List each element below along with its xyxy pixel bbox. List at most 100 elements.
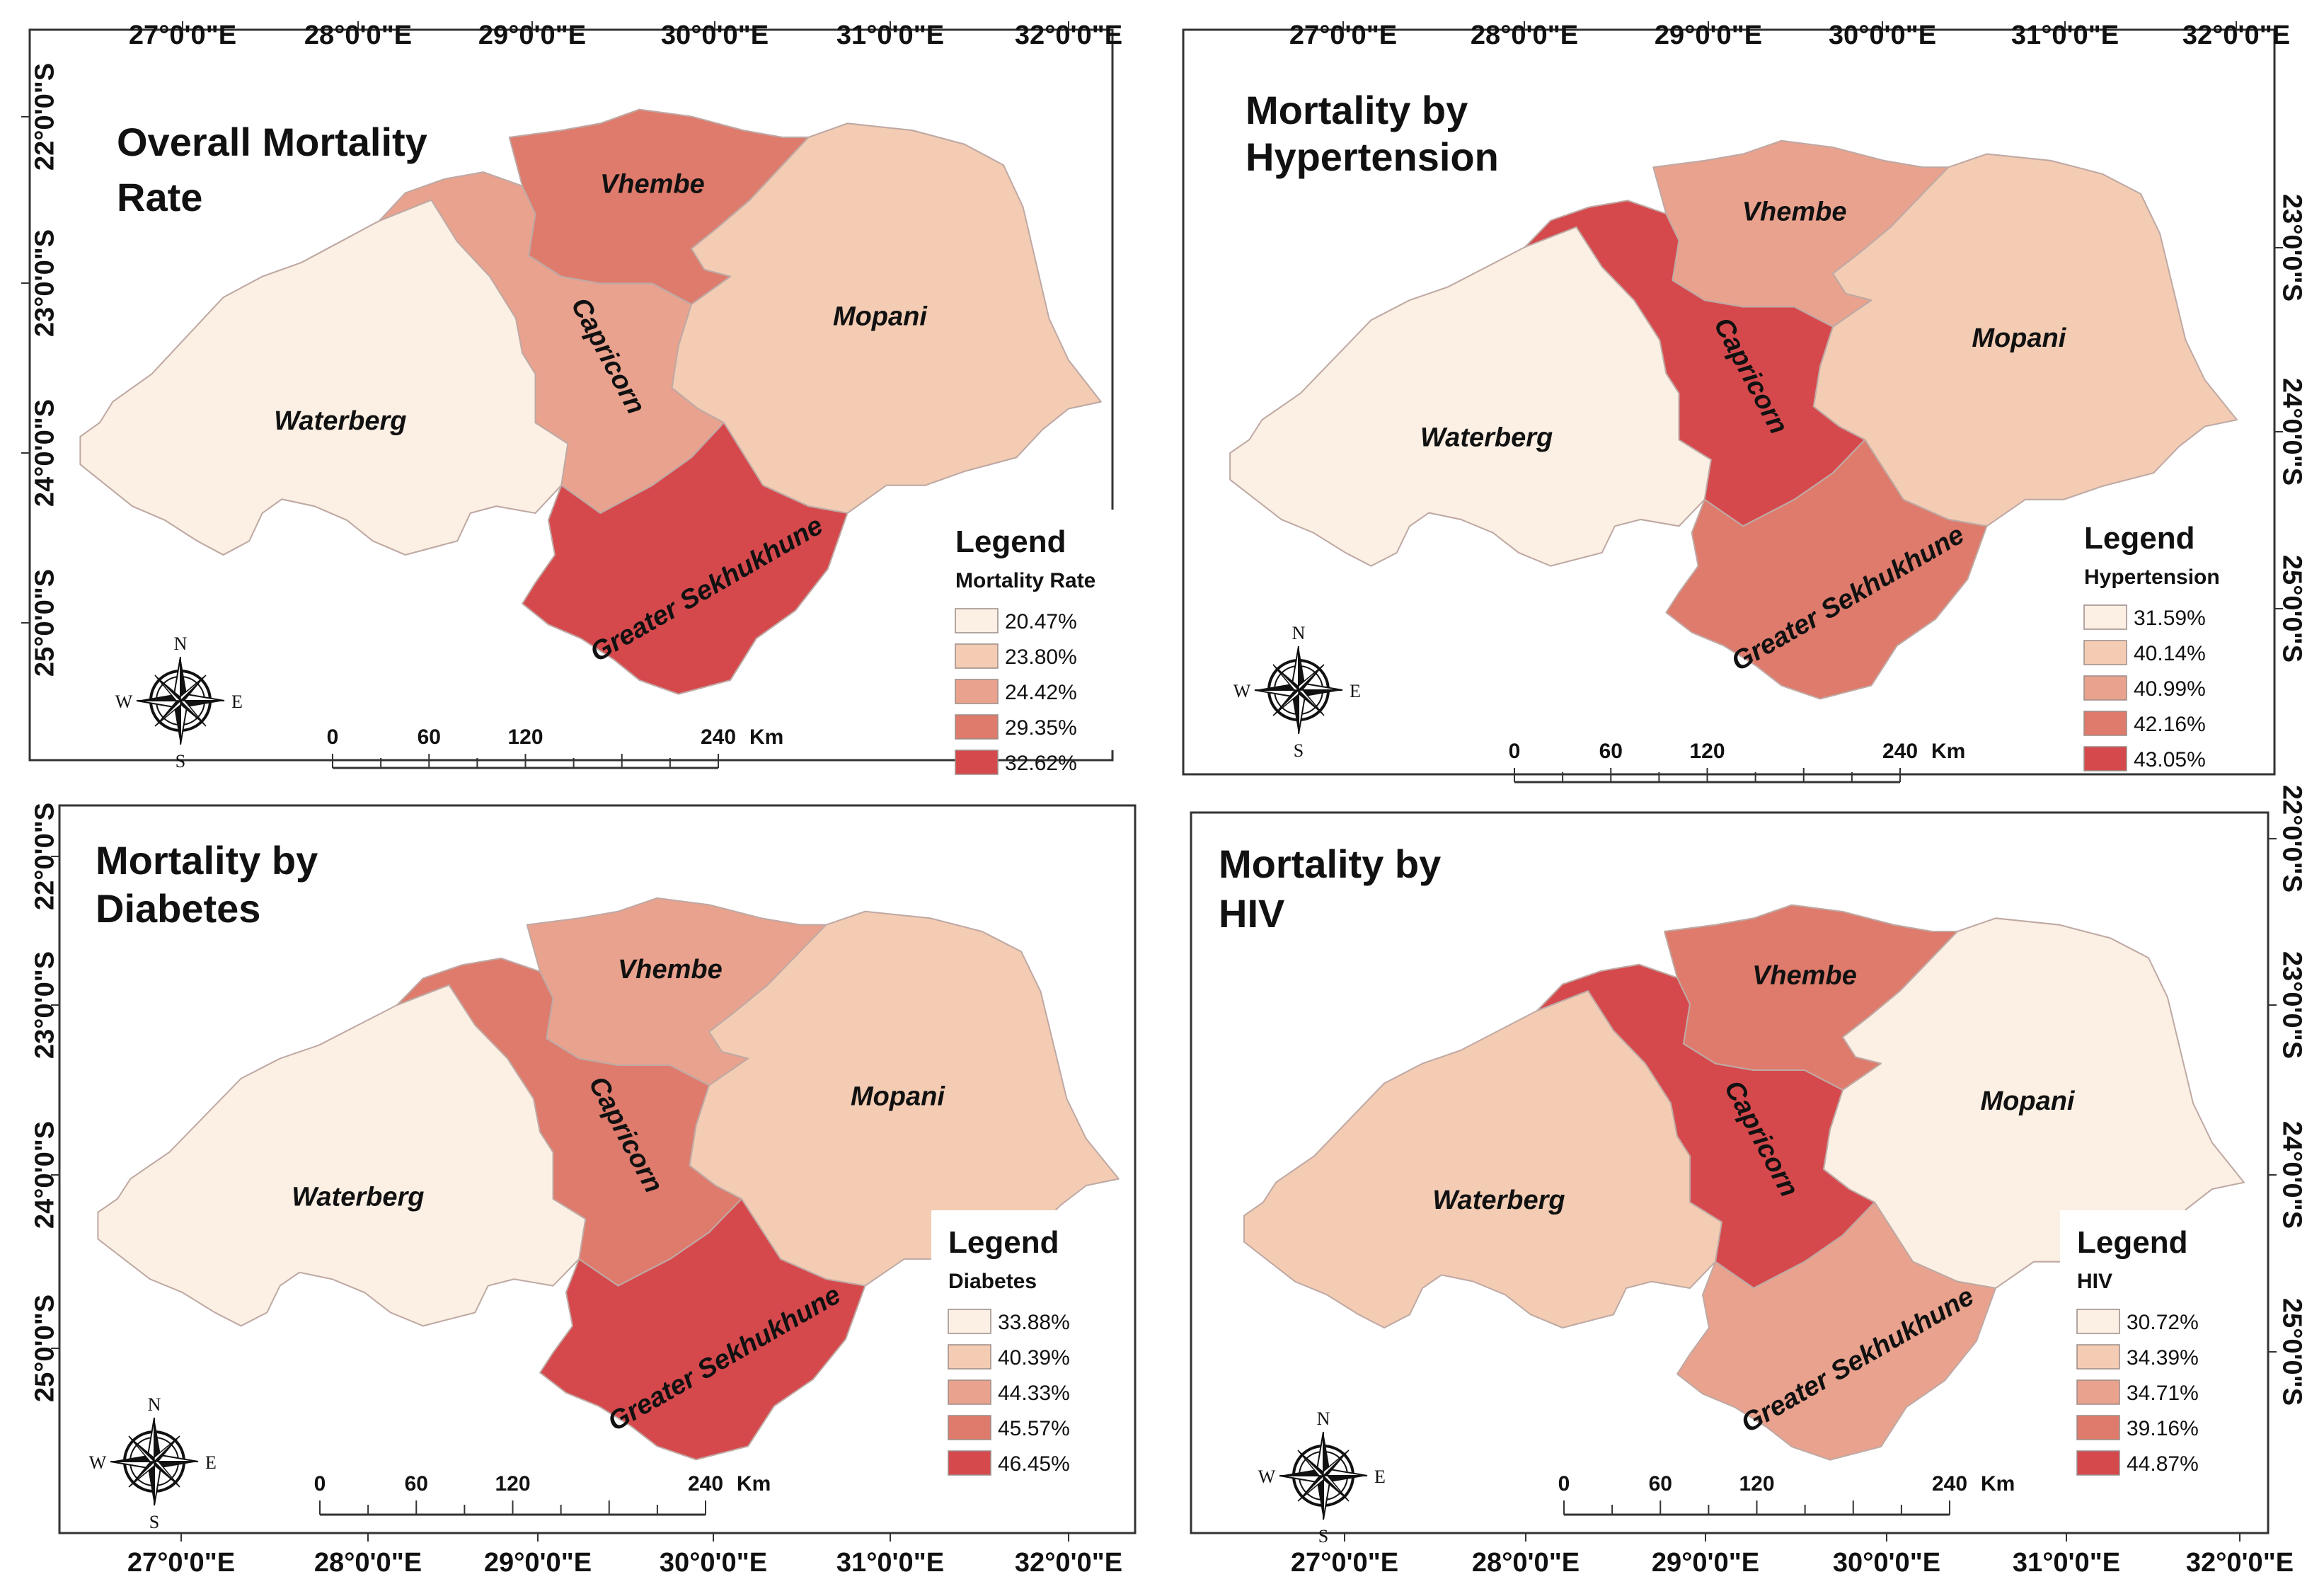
district-label-waterberg: Waterberg (292, 1182, 424, 1212)
longitude-label: 30°0'0"E (1833, 1548, 1940, 1578)
latitude-label: 25°0'0"S (2277, 555, 2307, 662)
legend-value: 40.99% (2134, 677, 2206, 701)
longitude-label: 32°0'0"E (1015, 1548, 1122, 1578)
longitude-label: 29°0'0"E (478, 21, 586, 50)
district-label-vhembe: Vhembe (1752, 961, 1857, 991)
longitude-label: 32°0'0"E (2182, 21, 2290, 50)
legend-swatch (2076, 1344, 2120, 1370)
scale-label: 120 (495, 1472, 530, 1496)
latitude-label: 22°0'0"S (30, 803, 59, 910)
legend-subtitle: Diabetes (948, 1270, 1037, 1293)
scale-bar: 0 60 120 240 Km (314, 1472, 771, 1516)
map-title: Hypertension (1246, 134, 1499, 179)
district-label-waterberg: Waterberg (1432, 1186, 1565, 1215)
compass-rose: N S E W (1258, 1408, 1386, 1546)
district-greater-sekhukhune[interactable] (522, 422, 849, 695)
longitude-label: 30°0'0"E (661, 21, 769, 50)
district-mopani[interactable] (1823, 917, 2245, 1290)
district-greater-sekhukhune[interactable] (1665, 439, 1988, 700)
scale-bar: 0 60 120 240 Km (1558, 1472, 2015, 1516)
map-title: Overall Mortality (117, 120, 427, 164)
legend-value: 39.16% (2127, 1417, 2199, 1440)
compass-e: E (1374, 1467, 1386, 1487)
legend-swatch (948, 1450, 991, 1476)
legend-swatch (2076, 1450, 2120, 1476)
district-label-mopani: Mopani (851, 1082, 945, 1112)
district-label-mopani: Mopani (1972, 323, 2066, 353)
latitude-label: 25°0'0"S (30, 569, 59, 677)
map-title: Mortality by (96, 838, 318, 883)
map-title: Mortality by (1246, 88, 1468, 132)
district-layer (1243, 904, 2245, 1461)
scale-unit: Km (1931, 740, 1965, 763)
longitude-label: 29°0'0"E (1652, 1548, 1759, 1578)
map-title: Diabetes (96, 886, 260, 931)
longitude-label: 30°0'0"E (660, 1548, 767, 1578)
legend: Legend Diabetes 33.88% 40.39% 44.33% 45.57% 46… (931, 1210, 1108, 1476)
latitude-label: 24°0'0"S (2277, 378, 2307, 486)
longitude-label: 30°0'0"E (1829, 21, 1936, 50)
scale-unit: Km (1981, 1472, 2015, 1496)
district-mopani[interactable] (689, 910, 1120, 1287)
legend-subtitle: Mortality Rate (955, 569, 1095, 592)
legend: Legend Hypertension 31.59% 40.14% 40.99% 42.1… (2067, 506, 2244, 771)
latitude-label: 25°0'0"S (30, 1295, 59, 1402)
compass-n: N (1317, 1408, 1330, 1429)
scale-label: 60 (405, 1472, 428, 1496)
legend-swatch (948, 1379, 991, 1405)
legend-swatch (955, 679, 999, 704)
district-mopani[interactable] (671, 122, 1102, 515)
longitude-label: 27°0'0"E (129, 21, 236, 50)
legend-value: 33.88% (998, 1311, 1070, 1334)
longitude-label: 31°0'0"E (836, 21, 944, 50)
longitude-label: 27°0'0"E (1289, 21, 1397, 50)
district-layer (79, 108, 1102, 695)
scale-label: 60 (1649, 1472, 1672, 1496)
map-title: Rate (117, 175, 202, 219)
legend-title: Legend (2077, 1225, 2187, 1260)
scale-bar: 0 60 120 240 Km (1509, 740, 1965, 784)
longitude-label: 32°0'0"E (1015, 21, 1122, 50)
legend-value: 20.47% (1005, 610, 1077, 633)
district-label-vhembe: Vhembe (618, 955, 723, 985)
legend-value: 34.39% (2127, 1346, 2199, 1370)
legend-value: 31.59% (2134, 607, 2206, 630)
latitude-label: 24°0'0"S (2277, 1121, 2307, 1229)
district-mopani[interactable] (1812, 153, 2238, 527)
map-title: Mortality by (1219, 842, 1441, 886)
compass-n: N (148, 1394, 161, 1415)
legend-value: 42.16% (2134, 713, 2206, 736)
scale-label: 0 (1558, 1472, 1570, 1496)
scale-unit: Km (749, 725, 783, 749)
legend-swatch (2076, 1309, 2120, 1334)
compass-n: N (174, 633, 188, 654)
compass-w: W (115, 691, 133, 712)
longitude-label: 28°0'0"E (314, 1548, 422, 1578)
district-greater-sekhukhune[interactable] (1676, 1201, 1997, 1461)
scale-label: 240 (701, 725, 736, 749)
district-layer (1229, 139, 2238, 700)
legend-title: Legend (948, 1225, 1059, 1260)
district-label-vhembe: Vhembe (1742, 197, 1847, 226)
legend-value: 29.35% (1005, 716, 1077, 740)
longitude-label: 28°0'0"E (304, 21, 412, 50)
scale-label: 120 (1739, 1472, 1774, 1496)
legend-swatch (2076, 1379, 2120, 1405)
legend-swatch (2076, 1415, 2120, 1440)
legend-value: 40.14% (2134, 642, 2206, 665)
legend-value: 30.72% (2127, 1311, 2199, 1334)
latitude-label: 24°0'0"S (30, 1121, 59, 1229)
longitude-label: 28°0'0"E (1471, 21, 1578, 50)
legend-value: 44.33% (998, 1382, 1070, 1405)
scale-label: 240 (1932, 1472, 1967, 1496)
district-greater-sekhukhune[interactable] (539, 1198, 866, 1461)
latitude-label: 24°0'0"S (30, 399, 59, 507)
legend-swatch (2083, 711, 2127, 736)
compass-s: S (1294, 740, 1304, 761)
legend-value: 23.80% (1005, 645, 1077, 669)
scale-label: 240 (688, 1472, 723, 1496)
legend-swatch (948, 1344, 991, 1370)
